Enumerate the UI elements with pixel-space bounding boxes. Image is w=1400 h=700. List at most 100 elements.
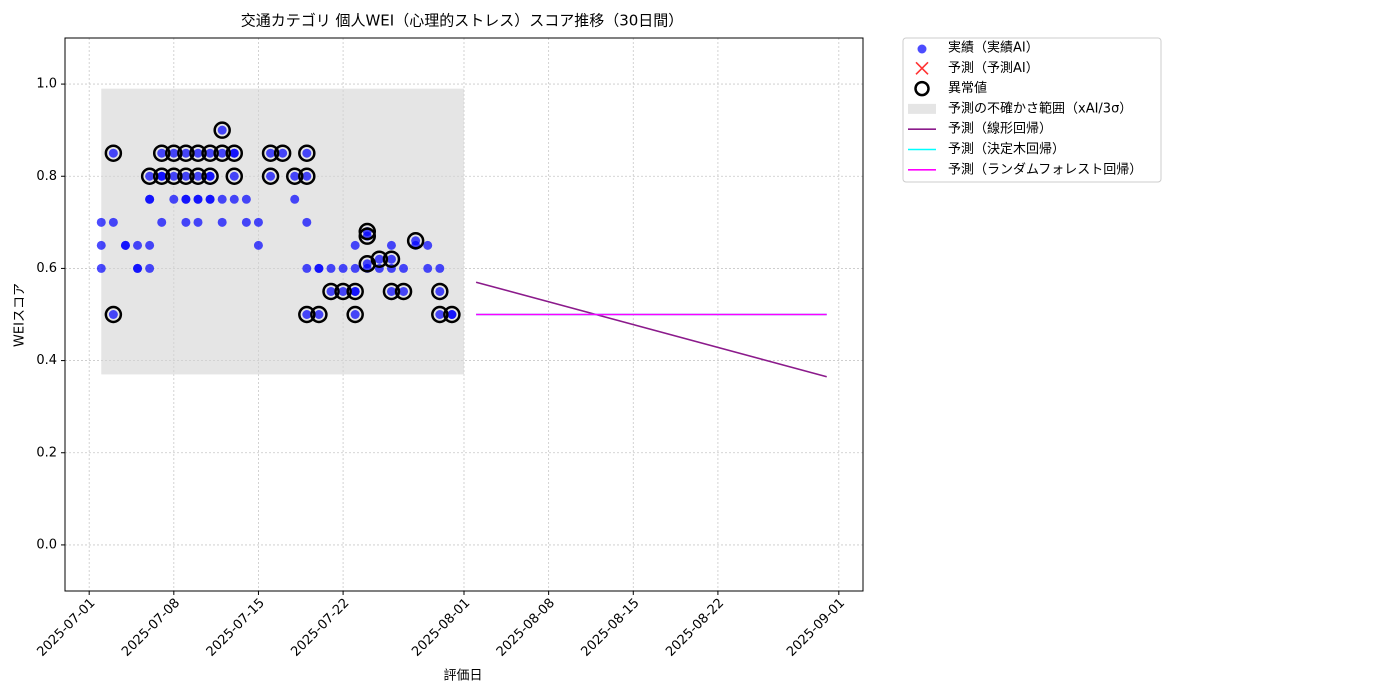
x-tick-label: 2025-07-01 [34, 596, 98, 660]
anomaly-point [298, 167, 316, 185]
legend-swatch [917, 44, 927, 54]
anomaly-point [225, 167, 244, 185]
actual-point [145, 263, 155, 273]
anomaly-point [358, 227, 377, 245]
actual-point [386, 286, 396, 296]
actual-point [205, 171, 215, 181]
anomaly-point [346, 305, 364, 324]
y-tick-label: 0.2 [36, 445, 57, 460]
actual-point [169, 171, 179, 181]
anomaly-point [298, 305, 316, 324]
actual-point [399, 286, 409, 296]
anomaly-point [177, 144, 195, 162]
legend-label: 異常値 [948, 80, 987, 96]
actual-point [350, 263, 360, 273]
actual-point [435, 286, 445, 296]
anomaly-point [382, 250, 401, 268]
actual-point [435, 310, 445, 319]
legend-swatch [908, 103, 936, 114]
y-tick-label: 0.4 [36, 353, 57, 368]
actual-point [266, 171, 276, 181]
anomaly-point [140, 167, 159, 185]
anomaly-point [334, 282, 352, 301]
actual-point [350, 286, 360, 296]
anomaly-point [201, 144, 219, 162]
actual-point [96, 263, 106, 273]
anomaly-point [165, 144, 183, 162]
anomaly-point [443, 305, 461, 324]
anomaly-point [370, 250, 389, 268]
anomaly-point [189, 144, 207, 162]
anomaly-point [394, 282, 413, 301]
actual-point [169, 194, 179, 204]
actual-point [302, 148, 312, 158]
anomaly-point [273, 144, 292, 162]
actual-point [193, 217, 203, 227]
anomaly-point [406, 232, 425, 250]
y-axis-label: WEIスコア [13, 283, 28, 347]
actual-point [145, 240, 155, 250]
actual-point [205, 194, 215, 204]
y-tick-label: 0.8 [36, 169, 57, 184]
actual-point [217, 194, 227, 204]
chart-title: 交通カテゴリ 個人WEI（心理的ストレス）スコア推移（30日間） [241, 12, 684, 30]
plot-area [65, 38, 863, 591]
actual-point [326, 286, 336, 296]
actual-point [96, 240, 106, 250]
actual-point [326, 263, 336, 273]
anomaly-point [201, 167, 219, 185]
actual-point [229, 194, 239, 204]
actual-point [435, 263, 445, 273]
actual-point [108, 148, 118, 158]
actual-point [386, 254, 396, 264]
actual-point [193, 194, 203, 204]
legend-box [902, 37, 1162, 183]
actual-point [157, 217, 167, 227]
x-tick-label: 2025-07-15 [204, 596, 268, 660]
anomaly-point [261, 167, 280, 185]
anomaly-point [189, 167, 207, 185]
x-tick-label: 2025-08-01 [409, 596, 473, 660]
legend-label: 予測（決定木回帰） [948, 141, 1065, 157]
actual-point [314, 263, 324, 273]
anomaly-point [431, 305, 449, 324]
anomaly-point [358, 222, 377, 241]
actual-point [338, 286, 348, 296]
actual-point [241, 194, 251, 204]
actual-point [145, 171, 155, 181]
actual-point [253, 217, 263, 227]
anomaly-point [310, 305, 328, 324]
actual-point [399, 263, 409, 273]
actual-point [217, 148, 227, 158]
prediction-line [475, 281, 827, 378]
actual-point [447, 310, 457, 319]
actual-point [108, 310, 118, 319]
y-tick-label: 1.0 [36, 77, 57, 92]
legend-label: 予測の不確かさ範囲（xAI/3σ） [948, 100, 1132, 116]
actual-point [133, 240, 143, 250]
actual-point [374, 254, 384, 264]
actual-point [302, 217, 312, 227]
actual-point [350, 310, 360, 319]
legend-label: 実績（実績AI） [948, 40, 1039, 56]
x-tick-label: 2025-08-08 [494, 596, 558, 660]
x-tick-label: 2025-08-22 [663, 596, 727, 660]
actual-point [290, 171, 300, 181]
actual-point [217, 217, 227, 227]
actual-point [423, 240, 433, 250]
anomaly-point [322, 282, 340, 301]
uncertainty-band [101, 88, 464, 375]
actual-point [157, 148, 167, 158]
anomaly-point [382, 282, 401, 301]
actual-point [302, 310, 312, 319]
anomaly-point [152, 144, 171, 162]
anomaly-point [152, 167, 171, 185]
x-tick-label: 2025-07-08 [119, 596, 183, 660]
y-tick-label: 0.0 [36, 537, 57, 552]
x-tick-label: 2025-09-01 [784, 596, 848, 660]
anomaly-point [213, 121, 231, 139]
anomaly-point [213, 144, 231, 162]
actual-point [120, 240, 130, 250]
